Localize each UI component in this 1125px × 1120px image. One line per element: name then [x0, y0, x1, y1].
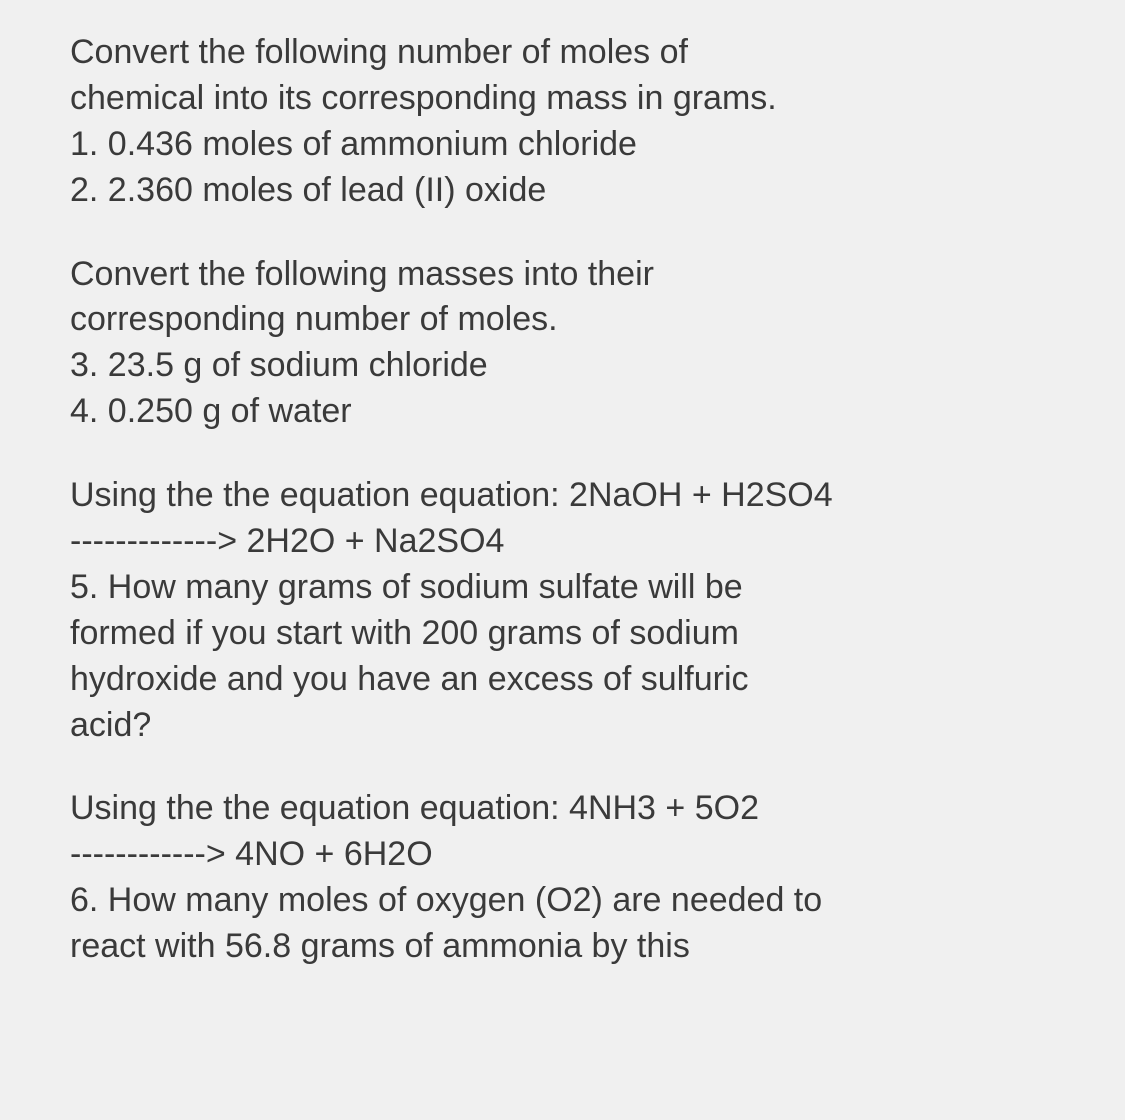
question-1: 1. 0.436 moles of ammonium chloride [70, 122, 1055, 168]
section-equation-2: Using the the equation equation: 4NH3 + … [70, 786, 1055, 970]
equation-arrow-line: -------------> 2H2O + Na2SO4 [70, 519, 1055, 565]
prompt-line: Convert the following masses into their [70, 252, 1055, 298]
equation-arrow-line: ------------> 4NO + 6H2O [70, 832, 1055, 878]
section-equation-1: Using the the equation equation: 2NaOH +… [70, 473, 1055, 748]
question-5-line: hydroxide and you have an excess of sulf… [70, 657, 1055, 703]
prompt-line: chemical into its corresponding mass in … [70, 76, 1055, 122]
equation-line: Using the the equation equation: 2NaOH +… [70, 473, 1055, 519]
question-4: 4. 0.250 g of water [70, 389, 1055, 435]
question-6-line: react with 56.8 grams of ammonia by this [70, 924, 1055, 970]
section-moles-to-mass: Convert the following number of moles of… [70, 30, 1055, 214]
prompt-line: Convert the following number of moles of [70, 30, 1055, 76]
question-2: 2. 2.360 moles of lead (II) oxide [70, 168, 1055, 214]
question-5-line: acid? [70, 703, 1055, 749]
question-3: 3. 23.5 g of sodium chloride [70, 343, 1055, 389]
question-5-line: formed if you start with 200 grams of so… [70, 611, 1055, 657]
equation-line: Using the the equation equation: 4NH3 + … [70, 786, 1055, 832]
question-5-line: 5. How many grams of sodium sulfate will… [70, 565, 1055, 611]
section-mass-to-moles: Convert the following masses into their … [70, 252, 1055, 436]
prompt-line: corresponding number of moles. [70, 297, 1055, 343]
question-6-line: 6. How many moles of oxygen (O2) are nee… [70, 878, 1055, 924]
